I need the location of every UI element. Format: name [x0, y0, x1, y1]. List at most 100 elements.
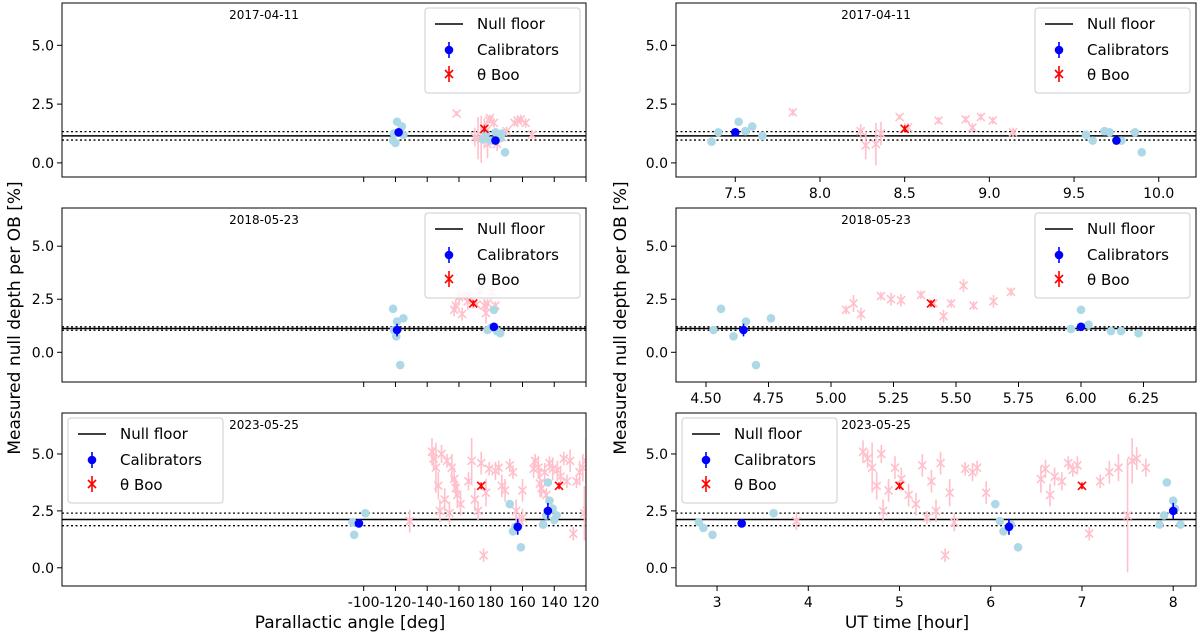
legend-target-swatch — [444, 274, 454, 284]
target-point — [896, 474, 906, 484]
panel-frame — [675, 2, 1197, 178]
y-tick-label: 2.5 — [32, 292, 54, 308]
target-point — [911, 499, 921, 509]
target-point — [449, 474, 459, 484]
calibrator-mean-point — [354, 519, 364, 528]
target-point — [1063, 458, 1073, 468]
target-point — [1036, 474, 1046, 484]
legend-null-floor-label: Null floor — [1087, 220, 1156, 238]
x-tick-label: 5.75 — [1003, 391, 1034, 407]
target-point — [791, 516, 801, 526]
calibrator-point — [734, 117, 743, 127]
target-point — [540, 467, 550, 477]
y-tick-label: 2.5 — [646, 504, 668, 520]
calibrator-mean-point — [1168, 506, 1178, 516]
x-tick-label: 6.25 — [1128, 391, 1159, 407]
x-tick-label: 120 — [573, 595, 600, 611]
target-point — [1002, 185, 1010, 193]
target-point — [876, 449, 886, 459]
target-point — [935, 458, 946, 468]
legend-calibrators-label: Calibrators — [120, 451, 202, 469]
y-tick-label: 5.0 — [646, 38, 668, 54]
target-point — [455, 499, 466, 509]
target-point — [945, 488, 955, 498]
x-tick-label: 7 — [1078, 595, 1087, 611]
legend-target-swatch — [87, 479, 97, 489]
target-point — [581, 456, 586, 466]
legend-calibrator-swatch — [1054, 250, 1064, 260]
legend-null-floor-label: Null floor — [120, 425, 189, 443]
target-point — [922, 513, 932, 523]
calibrator-point — [1137, 148, 1147, 157]
target-point — [878, 506, 888, 516]
calibrator-point — [995, 516, 1005, 526]
legend-target-swatch — [1054, 274, 1064, 284]
target-point — [848, 298, 859, 309]
target-point — [904, 490, 914, 500]
x-tick-label: -100 — [348, 595, 380, 611]
legend-calibrator-swatch — [444, 45, 454, 55]
calibrator-point — [391, 138, 400, 148]
panel-1: 0.0 2.5 5.0 2017-04-11 Null floor Calibrators… — [32, 2, 587, 193]
target-point — [517, 513, 528, 523]
y-tick-label: 0.0 — [646, 156, 668, 172]
calibrator-point — [360, 508, 370, 518]
calibrator-point — [538, 520, 548, 529]
calibrator-point — [395, 360, 405, 370]
target-point — [1006, 287, 1016, 297]
legend-target-swatch — [701, 479, 711, 489]
target-point — [917, 460, 927, 470]
target-point — [1127, 456, 1137, 466]
target-point — [876, 291, 886, 301]
target-point — [926, 476, 937, 486]
target-point — [494, 463, 504, 473]
calibrator-point — [708, 530, 717, 540]
legend-target-swatch — [1054, 69, 1064, 79]
calibrator-point — [399, 314, 408, 323]
calibrator-point — [478, 135, 488, 144]
calibrator-point — [552, 511, 561, 520]
calibrator-mean-point — [730, 128, 740, 137]
y-tick-label: 2.5 — [646, 292, 668, 308]
x-tick-label: 8 — [1169, 595, 1178, 611]
y-tick-label: 2.5 — [32, 504, 54, 520]
target-point — [500, 485, 510, 495]
target-point — [863, 453, 873, 464]
target-point — [886, 294, 896, 304]
target-point — [883, 485, 894, 495]
target-point — [1040, 464, 1051, 474]
calibrator-point — [491, 128, 500, 137]
calibrator-point — [1134, 328, 1143, 338]
target-point — [856, 309, 866, 319]
y-tick-label: 0.0 — [32, 345, 54, 361]
y-tick-label: 5.0 — [646, 239, 668, 255]
target-point — [1084, 529, 1094, 539]
target-point — [431, 463, 441, 473]
x-tick-label: -120 — [380, 595, 412, 611]
target-point — [1123, 510, 1133, 520]
legend-null-floor-label: Null floor — [1087, 15, 1156, 33]
y-tick-label: 5.0 — [32, 447, 54, 463]
legend-target-label: θ Boo — [477, 271, 520, 289]
calibrator-point — [1105, 128, 1114, 137]
y-tick-label: 2.5 — [646, 97, 668, 113]
plot-area — [62, 108, 586, 193]
target-point — [525, 185, 533, 193]
calibrator-point — [1076, 305, 1086, 315]
calibrator-point — [990, 499, 1000, 509]
y-axis-label-right: Measured null depth per OB [%] — [611, 181, 631, 454]
calibrator-point — [1155, 520, 1164, 529]
calibrator-point — [1159, 511, 1169, 520]
legend-calibrators-label: Calibrators — [1087, 246, 1169, 264]
x-tick-label: 4.50 — [690, 391, 721, 407]
x-tick-label: 4 — [804, 595, 813, 611]
target-point — [1050, 472, 1060, 482]
target-point — [484, 464, 494, 474]
target-point — [858, 447, 868, 457]
target-point — [457, 309, 467, 319]
calibrator-point — [500, 148, 510, 157]
panel-date: 2017-04-11 — [841, 8, 911, 22]
target-point — [876, 128, 886, 139]
target-point — [476, 458, 486, 468]
legend: Null floor Calibrators θ Boo — [1034, 212, 1191, 299]
